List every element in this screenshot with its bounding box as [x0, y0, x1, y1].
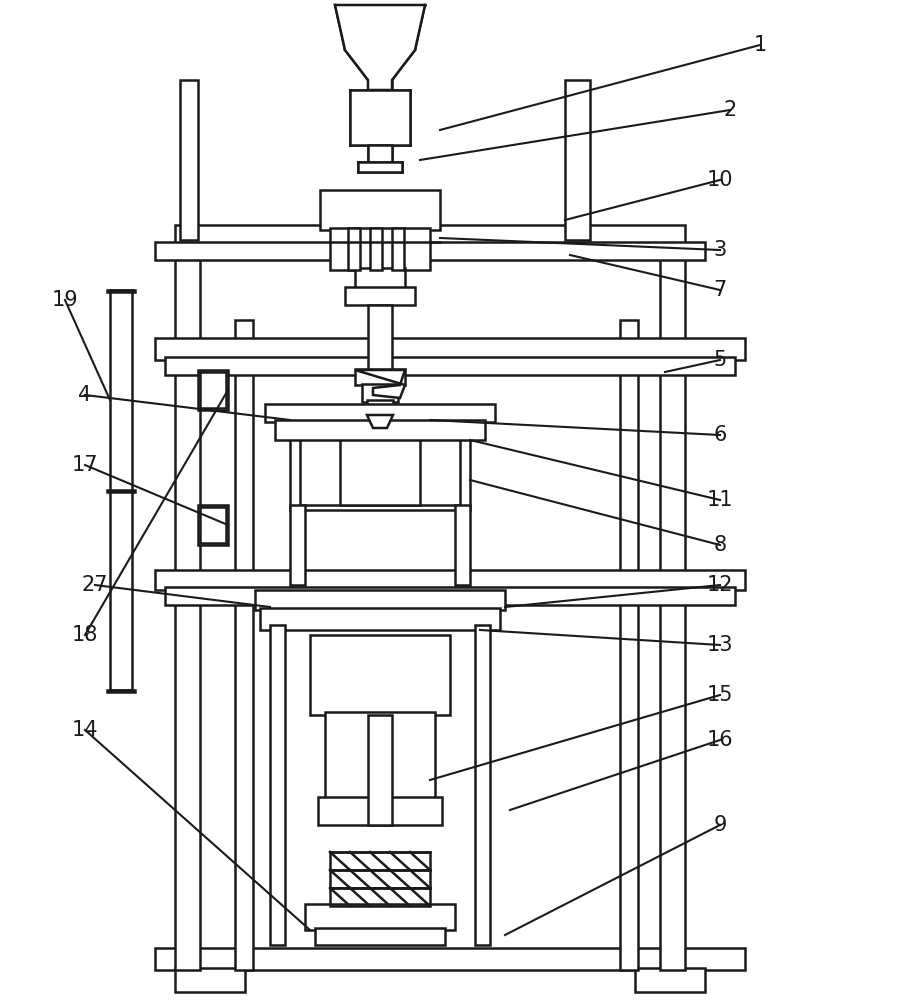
Text: 14: 14: [72, 720, 98, 740]
Bar: [275, 420, 485, 440]
Bar: [370, 228, 382, 270]
Bar: [155, 242, 705, 260]
Polygon shape: [358, 162, 402, 172]
Bar: [155, 338, 745, 360]
Bar: [455, 505, 470, 585]
Bar: [320, 190, 440, 230]
Bar: [355, 268, 405, 290]
Bar: [290, 420, 470, 510]
Text: 16: 16: [706, 730, 733, 750]
Bar: [340, 425, 420, 505]
Bar: [325, 712, 435, 800]
Bar: [345, 287, 415, 305]
Bar: [305, 904, 455, 930]
Text: 13: 13: [707, 635, 733, 655]
Bar: [198, 370, 228, 410]
Bar: [255, 590, 505, 610]
Text: 8: 8: [713, 535, 727, 555]
Bar: [165, 587, 735, 605]
Bar: [330, 888, 430, 906]
Bar: [318, 797, 442, 825]
Bar: [315, 928, 445, 945]
Text: 4: 4: [78, 385, 92, 405]
Bar: [175, 968, 245, 992]
Text: 1: 1: [753, 35, 767, 55]
Bar: [107, 690, 135, 692]
Bar: [175, 250, 200, 970]
Bar: [310, 635, 450, 715]
Bar: [290, 505, 305, 585]
Bar: [330, 870, 430, 888]
Bar: [270, 625, 285, 945]
Text: 2: 2: [723, 100, 737, 120]
Polygon shape: [350, 90, 410, 145]
Bar: [200, 372, 226, 408]
Text: 12: 12: [707, 575, 733, 595]
Text: 7: 7: [713, 280, 727, 300]
Bar: [107, 290, 135, 292]
Bar: [175, 225, 685, 245]
Bar: [362, 384, 398, 402]
Bar: [565, 80, 590, 240]
Polygon shape: [367, 415, 393, 428]
Bar: [348, 228, 360, 270]
Bar: [330, 852, 430, 870]
Polygon shape: [368, 145, 392, 162]
Text: 10: 10: [707, 170, 733, 190]
Bar: [368, 715, 392, 825]
Polygon shape: [335, 5, 425, 90]
Text: 9: 9: [713, 815, 727, 835]
Text: 18: 18: [72, 625, 98, 645]
Bar: [620, 320, 638, 970]
Text: 11: 11: [707, 490, 733, 510]
Bar: [660, 250, 685, 970]
Text: 3: 3: [713, 240, 727, 260]
Bar: [330, 228, 430, 270]
Bar: [200, 507, 226, 543]
Bar: [368, 305, 392, 370]
Polygon shape: [355, 370, 405, 398]
Bar: [235, 320, 253, 970]
Bar: [165, 357, 735, 375]
Text: 15: 15: [707, 685, 733, 705]
Bar: [367, 400, 393, 415]
Text: 5: 5: [713, 350, 727, 370]
Text: 6: 6: [713, 425, 727, 445]
Text: 17: 17: [72, 455, 98, 475]
Bar: [300, 425, 460, 505]
Bar: [260, 608, 500, 630]
Text: 19: 19: [51, 290, 78, 310]
Bar: [110, 290, 132, 690]
Bar: [475, 625, 490, 945]
Bar: [355, 369, 405, 385]
Bar: [107, 490, 135, 492]
Bar: [155, 948, 745, 970]
Bar: [265, 404, 495, 422]
Bar: [198, 505, 228, 545]
Bar: [180, 80, 198, 240]
Text: 27: 27: [82, 575, 108, 595]
Bar: [635, 968, 705, 992]
Bar: [155, 570, 745, 590]
Bar: [392, 228, 404, 270]
